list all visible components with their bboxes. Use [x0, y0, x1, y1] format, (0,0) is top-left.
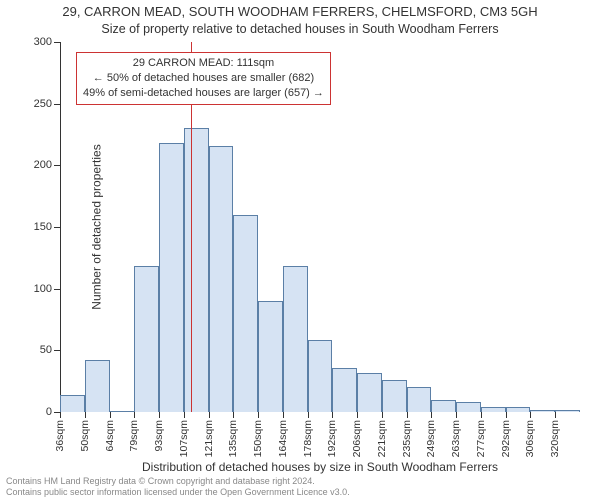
histogram-bar — [233, 215, 258, 412]
x-tick — [332, 412, 333, 418]
x-axis-label: Distribution of detached houses by size … — [60, 460, 580, 474]
y-tick — [54, 42, 60, 43]
histogram-bar — [481, 407, 506, 412]
x-tick — [110, 412, 111, 418]
x-tick-label: 121sqm — [203, 420, 215, 457]
histogram-bar — [85, 360, 110, 412]
x-tick — [134, 412, 135, 418]
histogram-bar — [184, 128, 209, 412]
x-tick — [530, 412, 531, 418]
x-tick-label: 36sqm — [54, 420, 66, 452]
y-tick-label: 0 — [46, 406, 52, 418]
annotation-line: 29 CARRON MEAD: 111sqm — [83, 56, 324, 71]
y-tick — [54, 165, 60, 166]
x-tick-label: 320sqm — [549, 420, 561, 457]
histogram-bar — [456, 402, 481, 412]
histogram-bar — [332, 368, 357, 412]
x-tick — [357, 412, 358, 418]
footer-line1: Contains HM Land Registry data © Crown c… — [6, 476, 350, 487]
x-tick-label: 206sqm — [351, 420, 363, 457]
x-tick-label: 93sqm — [153, 420, 165, 452]
x-tick — [85, 412, 86, 418]
x-tick — [506, 412, 507, 418]
histogram-bar — [60, 395, 85, 412]
x-tick-label: 150sqm — [252, 420, 264, 457]
histogram-bar — [431, 400, 456, 412]
annotation-line: 49% of semi-detached houses are larger (… — [83, 86, 324, 101]
histogram-bar — [308, 340, 333, 412]
x-tick-label: 50sqm — [79, 420, 91, 452]
y-tick-label: 50 — [40, 344, 52, 356]
x-tick-label: 306sqm — [524, 420, 536, 457]
x-tick-label: 135sqm — [227, 420, 239, 457]
histogram-bar — [159, 143, 184, 412]
histogram-bar — [110, 411, 135, 412]
y-tick-label: 200 — [34, 159, 52, 171]
x-tick — [283, 412, 284, 418]
chart-subtitle: Size of property relative to detached ho… — [0, 22, 600, 36]
histogram-bar — [407, 387, 432, 412]
histogram-bar — [506, 407, 531, 412]
x-tick — [407, 412, 408, 418]
y-tick-label: 300 — [34, 36, 52, 48]
histogram-bar — [357, 373, 382, 412]
y-axis-line — [60, 42, 61, 412]
x-tick-label: 64sqm — [104, 420, 116, 452]
y-tick-label: 250 — [34, 98, 52, 110]
x-tick-label: 221sqm — [376, 420, 388, 457]
x-tick — [308, 412, 309, 418]
x-tick-label: 277sqm — [475, 420, 487, 457]
histogram-bar — [283, 266, 308, 412]
x-tick-label: 235sqm — [401, 420, 413, 457]
x-tick-label: 79sqm — [128, 420, 140, 452]
y-tick-label: 150 — [34, 221, 52, 233]
footer-attribution: Contains HM Land Registry data © Crown c… — [6, 476, 350, 498]
x-tick-label: 178sqm — [302, 420, 314, 457]
y-tick — [54, 104, 60, 105]
annotation-box: 29 CARRON MEAD: 111sqm← 50% of detached … — [76, 52, 331, 105]
x-tick — [159, 412, 160, 418]
y-tick-label: 100 — [34, 283, 52, 295]
x-tick — [431, 412, 432, 418]
chart-root: 29, CARRON MEAD, SOUTH WOODHAM FERRERS, … — [0, 0, 600, 500]
x-tick-label: 107sqm — [178, 420, 190, 457]
histogram-bar — [530, 410, 555, 412]
x-tick — [184, 412, 185, 418]
x-tick-label: 192sqm — [326, 420, 338, 457]
footer-line2: Contains public sector information licen… — [6, 487, 350, 498]
y-tick — [54, 350, 60, 351]
x-tick-label: 249sqm — [425, 420, 437, 457]
histogram-bar — [134, 266, 159, 412]
x-tick — [481, 412, 482, 418]
y-tick — [54, 227, 60, 228]
x-tick-label: 292sqm — [500, 420, 512, 457]
plot-inner: 05010015020025030036sqm50sqm64sqm79sqm93… — [60, 42, 580, 412]
x-tick — [456, 412, 457, 418]
x-tick — [60, 412, 61, 418]
x-tick-label: 263sqm — [450, 420, 462, 457]
x-tick-label: 164sqm — [277, 420, 289, 457]
annotation-line: ← 50% of detached houses are smaller (68… — [83, 71, 324, 86]
chart-title: 29, CARRON MEAD, SOUTH WOODHAM FERRERS, … — [0, 4, 600, 19]
x-tick — [209, 412, 210, 418]
x-tick — [233, 412, 234, 418]
plot-area: 05010015020025030036sqm50sqm64sqm79sqm93… — [60, 42, 580, 412]
histogram-bar — [555, 410, 580, 412]
y-tick — [54, 289, 60, 290]
histogram-bar — [382, 380, 407, 412]
histogram-bar — [209, 146, 234, 412]
x-tick — [555, 412, 556, 418]
x-tick — [382, 412, 383, 418]
x-tick — [258, 412, 259, 418]
histogram-bar — [258, 301, 283, 412]
